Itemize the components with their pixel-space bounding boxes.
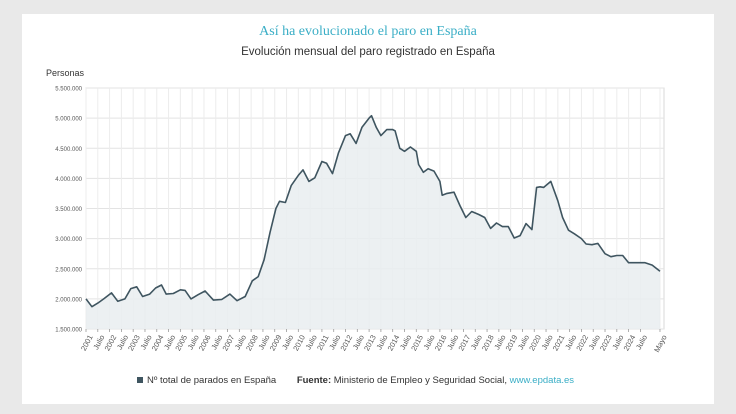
source-text: Ministerio de Empleo y Seguridad Social,: [333, 375, 507, 386]
x-tick-label: 2023: [598, 333, 614, 352]
series-area: [86, 115, 660, 329]
y-axis-label: Personas: [46, 68, 85, 78]
legend-label: Nº total de parados en España: [147, 375, 277, 386]
x-tick-label: 2009: [268, 333, 284, 352]
y-tick-label: 4.500.000: [55, 147, 82, 153]
x-tick-label: 2016: [433, 333, 449, 352]
x-tick-label: 2002: [103, 333, 119, 352]
x-tick-label: 2006: [197, 333, 213, 352]
source-label: Fuente:: [296, 375, 332, 386]
x-tick-label: 2015: [409, 333, 425, 352]
y-tick-label: 5.000.000: [55, 117, 82, 123]
chart-title: Así ha evolucionado el paro en España: [259, 24, 477, 39]
x-tick-label: 2008: [244, 333, 260, 352]
series-line: [85, 114, 661, 308]
y-tick-label: 2.500.000: [55, 267, 82, 273]
x-tick-label: 2004: [150, 333, 166, 352]
x-tick-label: 2014: [386, 333, 402, 352]
x-tick-label: 2024: [622, 333, 638, 352]
y-tick-label: 1.500.000: [55, 328, 82, 334]
y-tick-label: 4.000.000: [55, 177, 82, 183]
source-link[interactable]: www.epdata.es: [509, 375, 575, 386]
x-tick-label: 2010: [291, 333, 307, 352]
x-tick-label: 2018: [480, 333, 496, 352]
y-tick-label: 5.500.000: [55, 87, 82, 93]
legend-swatch: [137, 377, 143, 384]
chart-card: Así ha evolucionado el paro en España Ev…: [22, 14, 714, 404]
x-tick-label: Julio: [634, 333, 649, 351]
y-tick-label: 3.000.000: [55, 237, 82, 243]
line-layer: [85, 114, 661, 308]
x-tick-label: 2013: [362, 333, 378, 352]
x-tick-label: 2012: [338, 333, 354, 352]
x-tick-label: 2003: [126, 333, 142, 352]
x-tick-label: 2021: [551, 333, 567, 352]
x-tick-label: 2005: [173, 333, 189, 352]
x-tick-label: 2020: [527, 333, 543, 352]
x-tick-label: 2022: [574, 333, 590, 352]
chart-subtitle: Evolución mensual del paro registrado en…: [241, 46, 495, 58]
x-tick-label: 2007: [220, 333, 236, 352]
x-tick-label: 2017: [456, 333, 472, 352]
chart-footer: Nº total de parados en España Fuente: Mi…: [137, 375, 574, 386]
area-layer: [86, 115, 660, 329]
y-axis-ticks: 1.500.000 2.000.000 2.500.000 3.000.000 3.50…: [55, 87, 82, 334]
x-tick-label: Mayo: [652, 333, 669, 353]
unemployment-chart: 1.500.000 2.000.000 2.500.000 3.000.000 3.50…: [46, 68, 669, 354]
y-tick-label: 3.500.000: [55, 207, 82, 213]
x-tick-label: 2019: [504, 333, 520, 352]
y-tick-label: 2.000.000: [55, 297, 82, 303]
x-tick-label: 2001: [79, 333, 95, 352]
x-axis-ticks: 2001Julio2002Julio2003Julio2004Julio2005…: [79, 333, 669, 353]
x-tick-label: 2011: [315, 333, 331, 351]
